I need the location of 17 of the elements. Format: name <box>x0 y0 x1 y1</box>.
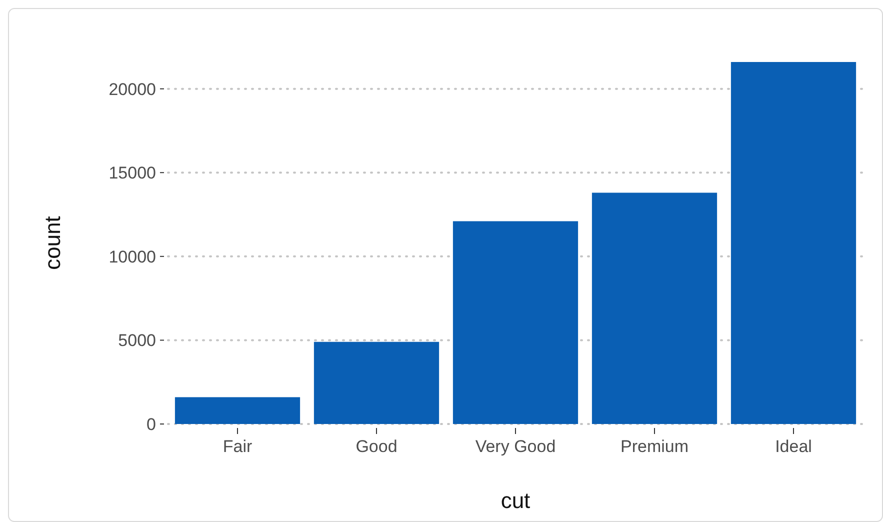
x-tick-label: Ideal <box>775 437 812 456</box>
y-tick-label: 10000 <box>108 247 156 266</box>
x-tick-label: Good <box>356 437 398 456</box>
x-axis-title: cut <box>500 488 530 513</box>
y-tick-label: 0 <box>146 414 156 434</box>
y-axis-title: count <box>40 216 65 270</box>
bar <box>452 221 578 424</box>
x-tick-label: Very Good <box>475 437 556 456</box>
y-tick-label: 5000 <box>118 331 156 350</box>
y-tick-label: 20000 <box>108 80 156 99</box>
bar <box>314 342 440 424</box>
y-tick-label: 15000 <box>108 164 156 183</box>
bar <box>730 62 856 424</box>
x-tick-label: Premium <box>620 437 689 456</box>
bar <box>174 397 300 424</box>
x-tick-label: Fair <box>222 437 252 456</box>
bar <box>592 192 718 424</box>
